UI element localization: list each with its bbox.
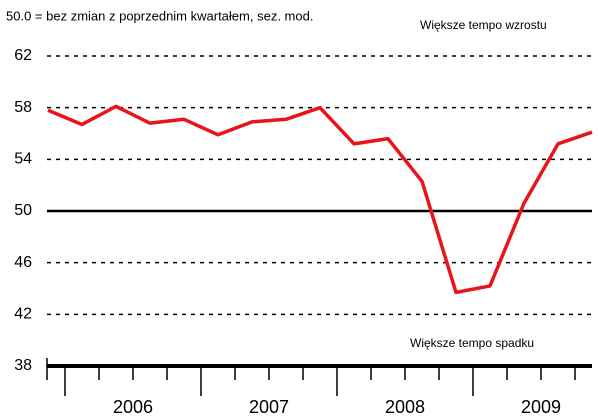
- x-tick-label: 2007: [249, 397, 289, 414]
- x-tick-label: 2008: [385, 397, 425, 414]
- y-tick-label: 62: [14, 47, 32, 64]
- y-tick-label: 38: [14, 357, 32, 374]
- subtitle: 50.0 = bez zmian z poprzednim kwartałem,…: [6, 8, 313, 23]
- y-tick-label: 46: [14, 254, 32, 271]
- y-tick-label: 42: [14, 306, 32, 323]
- annotation: Większe tempo wzrostu: [420, 18, 547, 32]
- y-tick-label: 54: [14, 151, 32, 168]
- y-tick-label: 58: [14, 99, 32, 116]
- x-tick-label: 2006: [113, 397, 153, 414]
- data-line: [47, 104, 593, 295]
- x-tick-label: 2009: [521, 397, 561, 414]
- y-tick-label: 50: [14, 202, 32, 219]
- annotation: Większe tempo spadku: [410, 336, 534, 350]
